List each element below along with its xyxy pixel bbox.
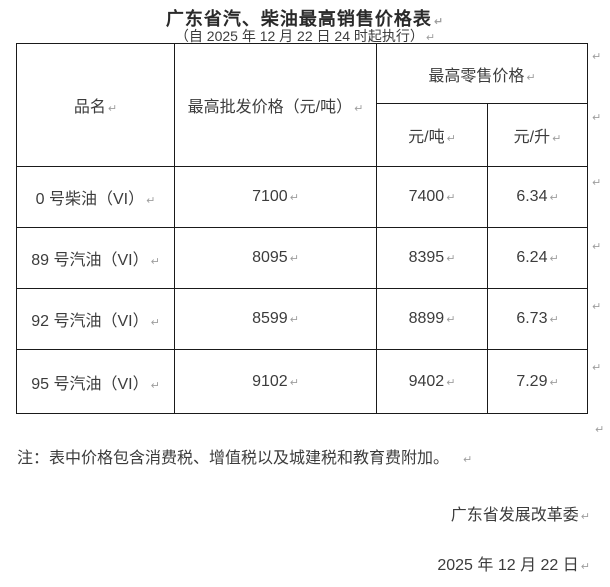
retail-price-liter-value: 6.24	[516, 249, 548, 266]
retail-price-ton-value: 9402	[408, 372, 445, 390]
cell-product-name: 0 号柴油（VI） ↵	[16, 166, 175, 228]
cell-wholesale-price: 8599 ↵	[174, 288, 377, 350]
paragraph-mark-icon: ↵	[433, 16, 445, 28]
header-product: 品名 ↵	[16, 43, 175, 167]
header-unit-liter-label: 元/升	[513, 129, 551, 146]
tax-note-text: 注：表中价格包含消费税、增值税以及城建税和教育费附加。	[17, 450, 450, 467]
cell-wholesale-price: 9102 ↵	[174, 349, 377, 414]
paragraph-mark-icon: ↵	[552, 133, 562, 145]
paragraph-mark-icon: ↵	[146, 195, 156, 207]
issue-date: 2025 年 12 月 22 日 ↵	[437, 551, 590, 575]
product-name-text: 0 号柴油（VI）	[35, 191, 145, 208]
paragraph-mark-icon: ↵	[107, 103, 118, 115]
cell-product-name: 89 号汽油（VI） ↵	[16, 227, 175, 289]
cell-retail-price-ton: 7400 ↵	[376, 166, 488, 228]
paragraph-mark-icon: ↵	[446, 314, 456, 326]
effective-date-text: （自 2025 年 12 月 22 日 24 时起执行）	[174, 28, 424, 44]
retail-price-ton-value: 7400	[408, 188, 445, 205]
issuer-signature-text: 广东省发展改革委	[450, 507, 579, 524]
page-title-text: 广东省汽、柴油最高销售价格表	[165, 9, 432, 29]
fuel-price-table: 品名 ↵ 最高批发价格（元/吨） ↵ 最高零售价格 ↵ 元/吨 ↵ 元/升 ↵ 0 号柴油…	[16, 43, 589, 414]
tax-note: 注：表中价格包含消费税、增值税以及城建税和教育费附加。 ↵	[17, 444, 472, 468]
row-end-paragraph-mark-icon: ↵	[592, 241, 602, 253]
cell-wholesale-price: 7100 ↵	[174, 166, 377, 228]
product-name-text: 95 号汽油（VI）	[31, 375, 149, 393]
cell-retail-price-ton: 9402 ↵	[376, 349, 488, 414]
header-unit-ton-label: 元/吨	[408, 129, 445, 146]
row-end-paragraph-mark-icon: ↵	[592, 301, 602, 313]
paragraph-mark-icon: ↵	[150, 379, 160, 392]
paragraph-mark-icon: ↵	[549, 253, 559, 265]
issuer-signature: 广东省发展改革委 ↵	[451, 501, 590, 525]
wholesale-price-value: 8599	[252, 310, 288, 327]
retail-price-ton-value: 8899	[408, 310, 445, 327]
row-end-paragraph-mark-icon: ↵	[592, 112, 602, 124]
paragraph-mark-icon: ↵	[354, 103, 364, 115]
paragraph-mark-icon: ↵	[425, 32, 436, 44]
paragraph-mark-icon: ↵	[549, 376, 559, 389]
retail-price-liter-value: 6.73	[516, 310, 548, 327]
paragraph-mark-icon: ↵	[150, 256, 160, 268]
cell-retail-price-liter: 7.29 ↵	[486, 349, 589, 414]
header-unit-ton: 元/吨 ↵	[376, 103, 488, 167]
wholesale-price-value: 7100	[252, 188, 288, 205]
row-end-paragraph-mark-icon: ↵	[592, 51, 602, 63]
table-row: 89 号汽油（VI） ↵ 8095 ↵ 8395 ↵ 6.24 ↵	[16, 227, 589, 289]
retail-price-ton-value: 8395	[408, 249, 445, 266]
paragraph-mark-icon: ↵	[446, 133, 456, 145]
after-table-paragraph-mark-icon: ↵	[595, 424, 605, 436]
paragraph-mark-icon: ↵	[289, 314, 299, 326]
paragraph-mark-icon: ↵	[446, 192, 456, 204]
cell-product-name: 95 号汽油（VI） ↵	[16, 349, 175, 414]
table-row: 0 号柴油（VI） ↵ 7100 ↵ 7400 ↵ 6.34 ↵	[16, 166, 589, 228]
cell-retail-price-ton: 8395 ↵	[376, 227, 488, 289]
paragraph-mark-icon: ↵	[549, 192, 559, 204]
paragraph-mark-icon: ↵	[446, 253, 456, 265]
issue-date-text: 2025 年 12 月 22 日	[437, 557, 579, 574]
cell-retail-price-liter: 6.34 ↵	[486, 166, 589, 228]
paragraph-mark-icon: ↵	[526, 71, 536, 84]
paragraph-mark-icon: ↵	[150, 317, 160, 329]
header-unit-liter: 元/升 ↵	[486, 103, 589, 167]
effective-date-subtitle: （自 2025 年 12 月 22 日 24 时起执行） ↵	[0, 26, 610, 46]
header-max-retail-label: 最高零售价格	[428, 67, 525, 85]
header-max-wholesale: 最高批发价格（元/吨） ↵	[174, 43, 377, 167]
paragraph-mark-icon: ↵	[289, 192, 299, 204]
paragraph-mark-icon: ↵	[463, 454, 473, 466]
paragraph-mark-icon: ↵	[549, 314, 559, 326]
product-name-text: 92 号汽油（VI）	[31, 313, 149, 330]
paragraph-mark-icon: ↵	[446, 376, 456, 389]
page-title: 广东省汽、柴油最高销售价格表 ↵	[0, 5, 610, 31]
paragraph-mark-icon: ↵	[289, 253, 299, 265]
wholesale-price-value: 9102	[252, 372, 288, 390]
retail-price-liter-value: 7.29	[516, 372, 548, 390]
paragraph-mark-icon: ↵	[289, 376, 299, 389]
header-max-wholesale-label: 最高批发价格（元/吨）	[187, 99, 353, 116]
paragraph-mark-icon: ↵	[580, 561, 590, 573]
table-row: 92 号汽油（VI） ↵ 8599 ↵ 8899 ↵ 6.73 ↵	[16, 288, 589, 350]
header-product-label: 品名	[73, 99, 106, 116]
cell-retail-price-ton: 8899 ↵	[376, 288, 488, 350]
cell-wholesale-price: 8095 ↵	[174, 227, 377, 289]
retail-price-liter-value: 6.34	[516, 188, 548, 205]
cell-product-name: 92 号汽油（VI） ↵	[16, 288, 175, 350]
paragraph-mark-icon: ↵	[580, 511, 590, 523]
table-row: 95 号汽油（VI） ↵ 9102 ↵ 9402 ↵ 7.29 ↵	[16, 349, 589, 414]
cell-retail-price-liter: 6.73 ↵	[486, 288, 589, 350]
cell-retail-price-liter: 6.24 ↵	[486, 227, 589, 289]
product-name-text: 89 号汽油（VI）	[31, 252, 149, 269]
header-max-retail: 最高零售价格 ↵	[375, 43, 589, 104]
row-end-paragraph-mark-icon: ↵	[592, 177, 602, 189]
row-end-paragraph-mark-icon: ↵	[592, 362, 602, 374]
wholesale-price-value: 8095	[252, 249, 288, 266]
